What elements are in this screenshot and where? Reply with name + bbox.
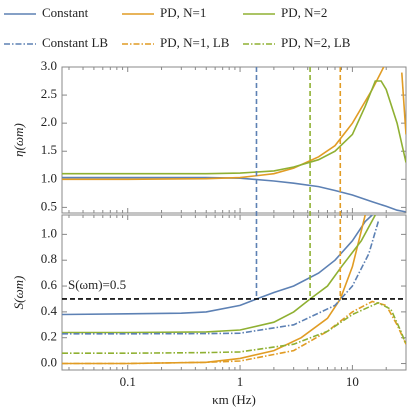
- y-tick-label: 1.5: [41, 142, 57, 157]
- series-line: [62, 300, 406, 365]
- legend-label: PD, N=2: [281, 5, 327, 20]
- y-tick-label: 0.0: [41, 355, 57, 370]
- y-tick-label: 0.5: [41, 198, 57, 213]
- reference-label: S(ωm)=0.5: [68, 277, 126, 292]
- series-line: [62, 301, 406, 355]
- series-line: [62, 215, 373, 316]
- y-tick-label: 2.0: [41, 114, 57, 129]
- y-tick-label: 0.2: [41, 329, 57, 344]
- y-tick-label: 0.6: [41, 277, 58, 292]
- x-tick-label: 1: [237, 374, 244, 389]
- legend-label: PD, N=1, LB: [160, 35, 230, 50]
- y-tick-label: 2.5: [41, 86, 57, 101]
- y-tick-label: 0.8: [41, 251, 57, 266]
- legend-label: Constant: [42, 5, 89, 20]
- x-tick-label: 10: [346, 374, 359, 389]
- series-line: [62, 67, 385, 181]
- legend-label: PD, N=2, LB: [281, 35, 351, 50]
- series-line: [62, 80, 406, 175]
- legend-label: Constant LB: [42, 35, 108, 50]
- y-axis-label: S(ωm): [11, 276, 26, 310]
- y-tick-label: 1.0: [41, 225, 57, 240]
- x-axis-label: κm (Hz): [212, 392, 256, 407]
- y-axis-label: η(ωm): [11, 123, 26, 157]
- series-line: [401, 72, 406, 135]
- series-line: [62, 215, 377, 334]
- top-frame: [61, 66, 407, 214]
- series-line: [62, 221, 380, 335]
- series-line: [62, 176, 406, 213]
- y-tick-label: 3.0: [41, 58, 57, 73]
- legend-label: PD, N=1: [160, 5, 206, 20]
- y-tick-label: 1.0: [41, 170, 57, 185]
- y-tick-label: 0.4: [41, 303, 58, 318]
- bottom-frame: [61, 214, 407, 371]
- x-tick-label: 0.1: [120, 374, 136, 389]
